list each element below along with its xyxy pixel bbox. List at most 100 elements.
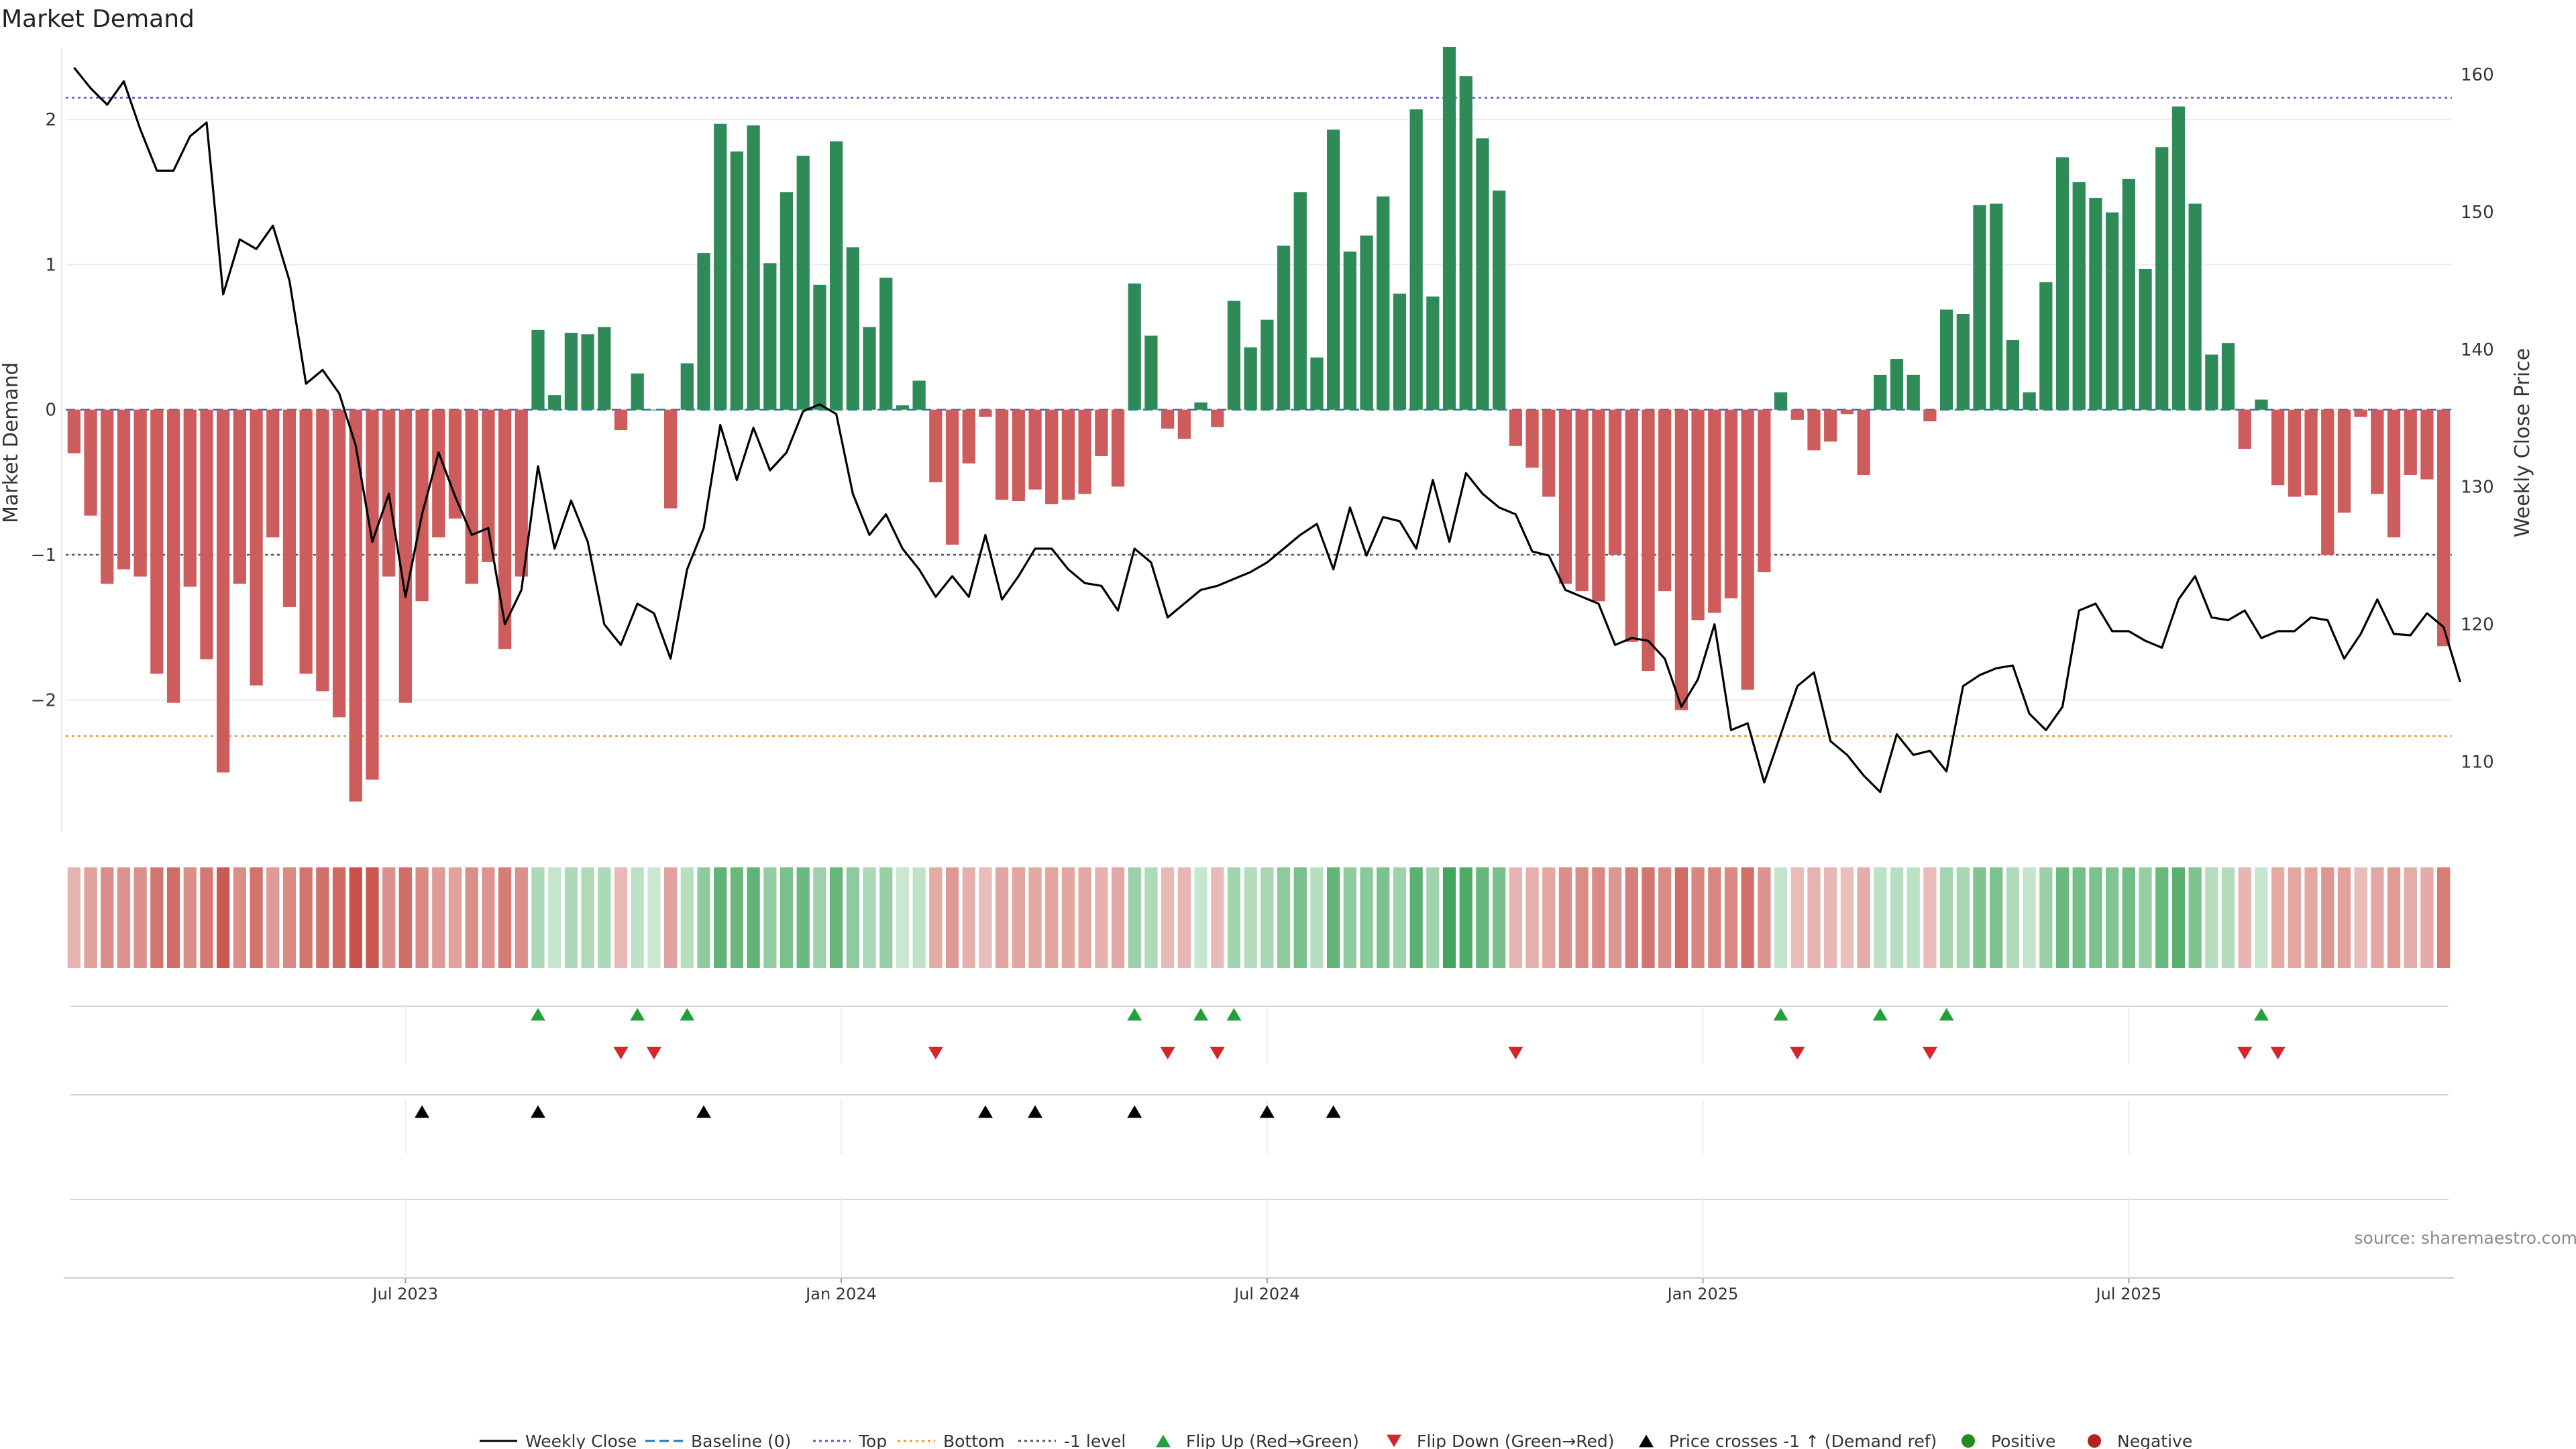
demand-bar — [133, 409, 147, 577]
heat-cell — [1244, 867, 1257, 968]
demand-bar — [1939, 309, 1953, 410]
heat-cell — [598, 867, 611, 968]
demand-bar — [1409, 109, 1423, 410]
heat-cell — [2155, 867, 2169, 968]
heat-cell — [133, 867, 147, 968]
heat-cell — [1426, 867, 1440, 968]
demand-bar — [2337, 409, 2351, 513]
demand-bar — [84, 409, 97, 516]
demand-bar — [1244, 347, 1257, 410]
demand-bar — [2205, 354, 2218, 410]
heat-cell — [398, 867, 413, 968]
heat-cell — [1194, 867, 1208, 968]
demand-bar — [2404, 409, 2417, 476]
demand-bar — [1078, 409, 1091, 494]
demand-bar — [1194, 402, 1208, 410]
legend-item: Weekly Close — [480, 1432, 637, 1449]
demand-bar — [1741, 409, 1754, 690]
flip-down-marker — [1508, 1046, 1523, 1060]
demand-bar — [2437, 409, 2451, 647]
heat-cell — [217, 867, 230, 968]
heat-cell — [1990, 867, 2003, 968]
heat-cell — [299, 867, 313, 968]
price-cross-marker — [1028, 1105, 1043, 1118]
demand-bar — [498, 409, 512, 649]
demand-bar — [896, 405, 910, 410]
demand-bar — [1459, 76, 1472, 410]
weekly-close-line — [73, 66, 2461, 794]
demand-bar — [448, 409, 462, 519]
heat-cell — [1956, 867, 1970, 968]
x-tick-label: Jan 2024 — [804, 1285, 877, 1303]
legend-swatch — [1962, 1434, 1975, 1448]
source-note: source: sharemaestro.com — [2355, 1228, 2576, 1248]
demand-bar — [2155, 147, 2169, 410]
demand-bar — [647, 409, 661, 411]
heat-cell — [581, 867, 594, 968]
heat-cell — [1343, 867, 1356, 968]
demand-bar — [250, 409, 263, 686]
heat-cell — [2105, 867, 2119, 968]
flip-down-marker — [613, 1046, 629, 1060]
demand-bar — [714, 123, 727, 410]
demand-bar — [1493, 191, 1506, 410]
heat-cell — [730, 867, 744, 968]
demand-bar — [1277, 246, 1291, 410]
heat-cell — [101, 867, 114, 968]
demand-bar — [166, 409, 180, 703]
heat-cell — [1575, 867, 1589, 968]
demand-bar — [2072, 182, 2086, 410]
flip-down-marker — [2270, 1046, 2286, 1060]
demand-bar — [2255, 399, 2268, 410]
demand-bar — [614, 409, 628, 431]
heat-cell — [150, 867, 164, 968]
heat-cell — [1558, 867, 1572, 968]
demand-bar — [1990, 203, 2003, 410]
heat-cell — [1310, 867, 1324, 968]
demand-bar — [200, 409, 213, 659]
heat-cell — [1509, 867, 1523, 968]
demand-bar — [929, 409, 943, 482]
y-tick-label: 2 — [45, 110, 56, 130]
heat-cell — [1642, 867, 1655, 968]
demand-bar — [1343, 251, 1356, 410]
demand-bar — [1177, 409, 1191, 439]
flip-up-marker — [680, 1008, 695, 1021]
demand-bar — [1360, 235, 1373, 410]
demand-bar — [366, 409, 379, 780]
demand-bar — [2105, 212, 2119, 410]
legend-swatch — [1156, 1434, 1171, 1448]
demand-bar — [1575, 409, 1589, 592]
heat-cell — [117, 867, 131, 968]
demand-bar — [531, 329, 545, 410]
y-tick-label: 1 — [45, 255, 56, 275]
heat-cell — [2404, 867, 2417, 968]
heat-cell — [1227, 867, 1241, 968]
chart-title: Market Demand — [1, 5, 195, 33]
x-axis-ticks: Jul 2023 Jan 2024 Jul 2024 Jan 2025 Jul 2025 — [372, 1278, 2161, 1303]
heat-cell — [1360, 867, 1373, 968]
heat-cell — [647, 867, 661, 968]
heat-cell — [879, 867, 893, 968]
demand-bar — [1956, 313, 1970, 410]
demand-bar — [1327, 129, 1340, 410]
legend-label: Negative — [2117, 1432, 2192, 1449]
demand-bar — [1310, 357, 1324, 410]
demand-bar — [1907, 374, 1920, 410]
heat-cell — [2023, 867, 2036, 968]
demand-bar — [1426, 297, 1440, 410]
y-axis-label: Market Demand — [0, 362, 23, 523]
heat-cell — [2288, 867, 2301, 968]
demand-bar — [2139, 268, 2152, 410]
heat-cell — [2089, 867, 2102, 968]
demand-bar — [730, 151, 744, 410]
flip-up-marker — [530, 1008, 545, 1021]
demand-bar — [1642, 409, 1655, 672]
heat-cell — [1658, 867, 1672, 968]
demand-bar — [1509, 409, 1523, 446]
heat-cell — [1061, 867, 1075, 968]
demand-bar — [2420, 409, 2434, 480]
heat-cell — [680, 867, 694, 968]
heat-cell — [1277, 867, 1291, 968]
demand-bar — [1061, 409, 1075, 500]
